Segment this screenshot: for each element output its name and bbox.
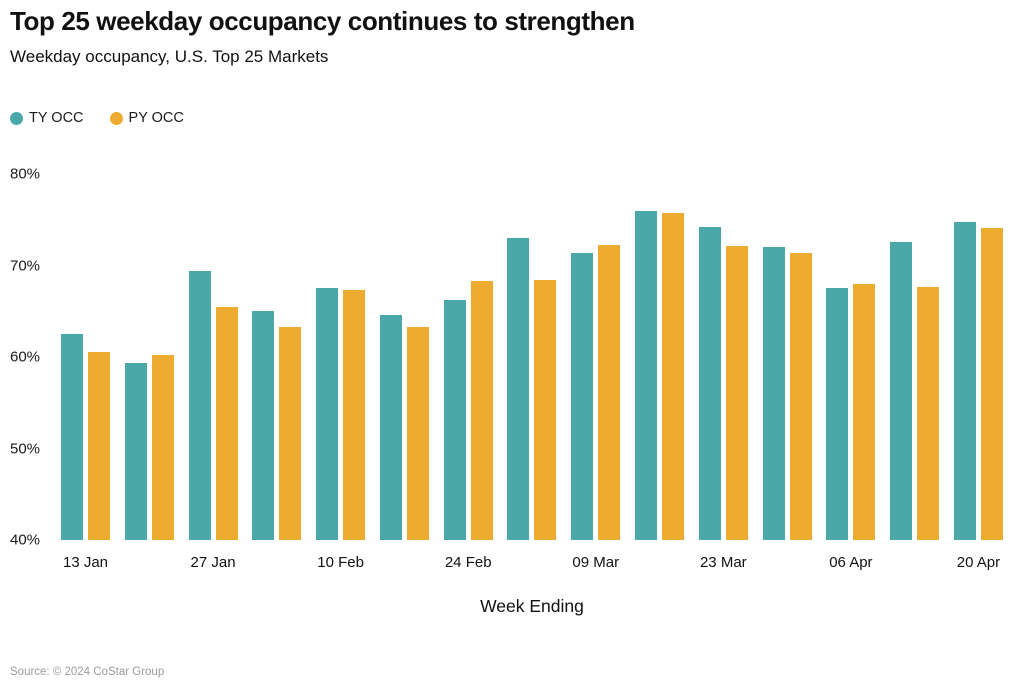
legend-swatch-py-icon [109, 111, 123, 125]
bar-group-09-mar: 09 Mar [571, 174, 621, 571]
bar-py-occ [980, 228, 1003, 540]
bar-ty-occ [188, 271, 211, 540]
legend-label-ty: TY OCC [29, 110, 84, 126]
bar-py-occ [725, 246, 748, 540]
plot-area: 13 Jan 27 Jan 10 Feb 24 Feb 09 Mar 23 Mar 06 A… [61, 174, 1003, 571]
bar-ty-occ [953, 221, 976, 540]
bar-py-occ [662, 213, 685, 540]
legend-swatch-ty-icon [10, 111, 23, 125]
bar-ty-occ [379, 314, 402, 540]
y-tick-60: 60% [10, 348, 41, 366]
bar-group-13-jan: 13 Jan [61, 174, 110, 571]
bar-ty-occ [252, 311, 275, 540]
bar-group-30-mar [762, 174, 812, 540]
bar-group-16-mar [635, 174, 685, 540]
x-tick-label: 20 Apr [956, 554, 1001, 571]
bar-group-24-feb: 24 Feb [443, 174, 493, 571]
bar-ty-occ [61, 334, 83, 540]
bar-group-13-apr [890, 174, 940, 540]
x-tick-label: 06 Apr [829, 554, 873, 571]
bar-py-occ [151, 355, 174, 540]
bar-group-10-feb: 10 Feb [316, 174, 366, 571]
bar-group-20-apr: 20 Apr [953, 174, 1003, 571]
x-tick-label: 09 Mar [572, 554, 620, 571]
x-tick-label: 10 Feb [317, 554, 364, 571]
bar-group-17-feb [379, 174, 429, 540]
chart-title: Top 25 weekday occupancy continues to st… [10, 6, 635, 36]
legend-item-py-occ: PY OCC [109, 110, 184, 126]
bar-ty-occ [571, 252, 594, 540]
x-axis-title: Week Ending [480, 596, 584, 616]
bar-group-20-jan [124, 174, 174, 540]
x-tick-label: 23 Mar [699, 554, 747, 571]
bar-group-03-feb [252, 174, 302, 540]
y-axis: 80% 70% 60% 50% 40% [10, 166, 56, 549]
bar-group-27-jan: 27 Jan [188, 174, 238, 571]
x-tick-label: 13 Jan [62, 554, 109, 571]
bar-py-occ [343, 290, 366, 540]
bar-ty-occ [124, 363, 147, 540]
bar-py-occ [917, 286, 940, 540]
bar-ty-occ [635, 210, 658, 540]
bar-py-occ [534, 280, 557, 540]
y-tick-70: 70% [10, 257, 41, 274]
bar-ty-occ [698, 227, 721, 540]
bar-chart: 80% 70% 60% 50% 40% 13 Jan 27 Jan 10 Feb 24… [0, 166, 1014, 571]
bar-ty-occ [316, 288, 339, 540]
bar-py-occ [88, 352, 110, 540]
bar-py-occ [279, 326, 302, 540]
bar-py-occ [853, 283, 876, 540]
bar-group-02-mar [507, 174, 557, 540]
legend-item-ty-occ: TY OCC [10, 110, 84, 126]
bar-py-occ [406, 326, 429, 540]
bar-py-occ [598, 245, 621, 540]
bar-ty-occ [443, 300, 466, 540]
bar-py-occ [215, 306, 238, 540]
x-tick-label: 24 Feb [444, 554, 492, 571]
bar-ty-occ [762, 247, 785, 540]
bar-ty-occ [507, 238, 530, 540]
legend-label-py: PY OCC [128, 110, 184, 126]
bar-group-06-apr: 06 Apr [826, 174, 876, 571]
y-tick-80: 80% [10, 165, 41, 183]
y-tick-40: 40% [10, 531, 41, 549]
legend: TY OCC PY OCC [10, 110, 184, 126]
source-note: Source: © 2024 CoStar Group [10, 666, 165, 678]
bar-ty-occ [826, 288, 849, 540]
y-tick-50: 50% [10, 440, 41, 457]
bar-ty-occ [890, 241, 913, 540]
chart-subtitle: Weekday occupancy, U.S. Top 25 Markets [10, 47, 329, 66]
bar-py-occ [789, 252, 812, 540]
bar-py-occ [470, 281, 493, 540]
x-tick-label: 27 Jan [190, 554, 236, 571]
bar-group-23-mar: 23 Mar [698, 174, 748, 571]
